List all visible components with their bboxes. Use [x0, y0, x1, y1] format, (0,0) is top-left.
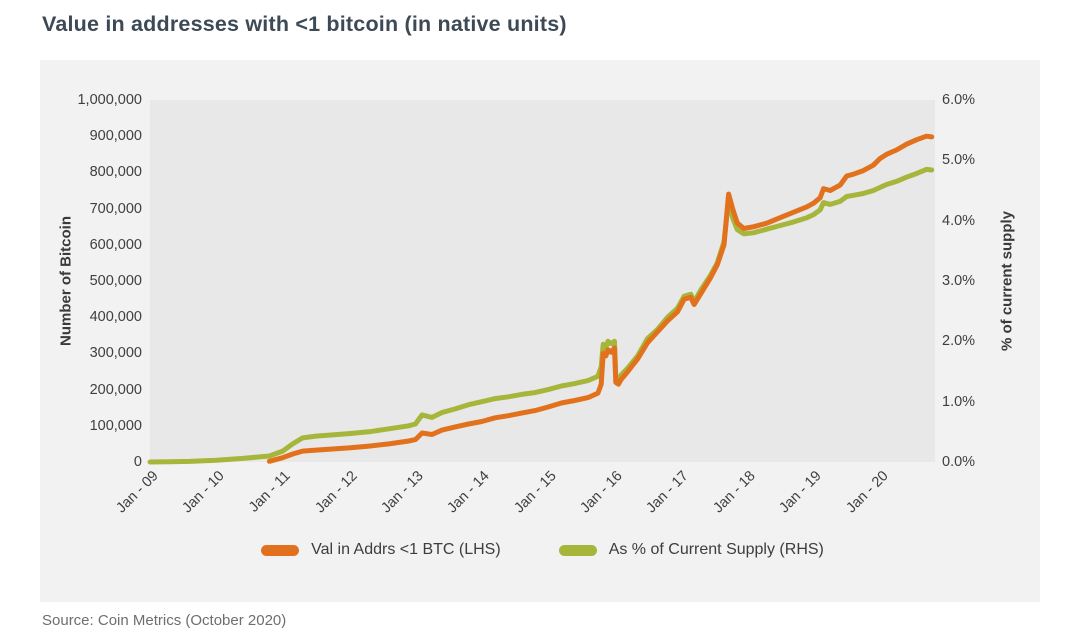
left-axis-tick: 100,000	[89, 417, 142, 434]
left-axis-tick: 900,000	[89, 128, 142, 145]
right-axis-tick: 3.0%	[942, 273, 976, 289]
right-axis-tick: 4.0%	[942, 212, 976, 229]
legend-label-pct: As % of Current Supply (RHS)	[608, 541, 824, 558]
left-axis-tick: 500,000	[89, 273, 142, 289]
legend-swatch-orange	[261, 544, 300, 556]
source-note: Source: Coin Metrics (October 2020)	[42, 612, 287, 629]
line-chart	[147, 133, 935, 465]
right-axis-tick: 5.0%	[942, 152, 976, 169]
plot-area	[147, 100, 935, 465]
right-axis-tick: 6.0%	[942, 92, 976, 108]
legend-label-btc: Val in Addrs <1 BTC (LHS)	[311, 541, 501, 558]
legend-item-btc: Val in Addrs <1 BTC (LHS)	[261, 541, 501, 559]
left-axis-tick: 600,000	[89, 236, 142, 253]
left-axis-tick: 0	[133, 454, 142, 470]
left-axis-tick: 800,000	[89, 164, 142, 181]
right-axis-tick: 0.0%	[942, 454, 976, 470]
right-axis-tick: 2.0%	[942, 333, 976, 350]
series-line-btc	[266, 133, 935, 464]
right-axis-tick: 1.0%	[942, 393, 976, 410]
legend: Val in Addrs <1 BTC (LHS) As % of Curren…	[150, 541, 935, 559]
left-axis-tick: 700,000	[89, 200, 142, 217]
chart-title: Value in addresses with <1 bitcoin (in n…	[42, 12, 567, 36]
legend-item-pct: As % of Current Supply (RHS)	[558, 541, 824, 559]
left-axis-tick: 1,000,000	[77, 92, 142, 108]
legend-swatch-green	[558, 544, 597, 556]
left-axis-tick: 300,000	[89, 345, 142, 362]
series-line-percent	[147, 166, 935, 465]
left-axis-tick: 200,000	[89, 381, 142, 398]
left-axis-tick: 400,000	[89, 309, 142, 326]
